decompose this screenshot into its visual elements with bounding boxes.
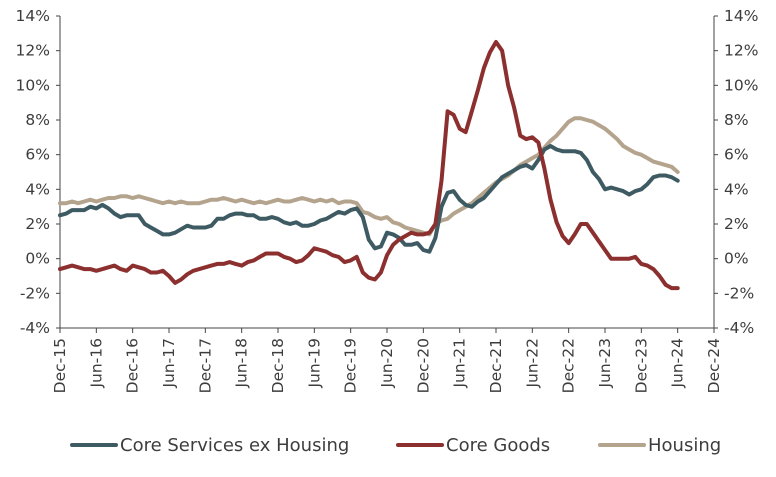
left-y-tick-label: 14% xyxy=(16,7,50,25)
x-tick-label: Dec-23 xyxy=(632,338,650,393)
x-tick-label: Dec-17 xyxy=(196,338,214,393)
left-y-tick-label: 10% xyxy=(16,76,50,94)
right-y-tick-label: -4% xyxy=(724,319,754,337)
right-y-tick-label: 6% xyxy=(724,146,749,164)
series-line-core-goods xyxy=(58,40,680,291)
x-tick-label: Jun-23 xyxy=(596,338,614,389)
series-line-core-services-ex-housing xyxy=(58,144,680,254)
legend-label: Core Services ex Housing xyxy=(120,435,349,456)
legend-label: Core Goods xyxy=(446,435,550,456)
right-y-tick-label: 8% xyxy=(724,111,749,129)
x-tick-labels: Dec-15 Jun-16 Dec-16 Jun-17 Dec-17 Jun-18 Dec-… xyxy=(51,338,723,393)
x-tick-label: Jun-20 xyxy=(378,338,396,389)
x-tick-label: Dec-20 xyxy=(414,338,432,393)
left-y-tick-label: 4% xyxy=(25,180,50,198)
x-tick-label: Jun-21 xyxy=(451,338,469,389)
legend: Core Services ex Housing Core Goods Housin… xyxy=(70,435,721,456)
right-y-tick-label: 2% xyxy=(724,215,749,233)
right-y-tick-label: -2% xyxy=(724,284,754,302)
left-y-tick-label: 6% xyxy=(25,146,50,164)
right-y-tick-label: 4% xyxy=(724,180,749,198)
left-y-tick-label: 12% xyxy=(16,42,50,60)
left-y-tick-label: 8% xyxy=(25,111,50,129)
legend-label: Housing xyxy=(648,435,721,456)
x-tick-label: Dec-18 xyxy=(269,338,287,393)
x-tick-label: Dec-24 xyxy=(705,338,723,393)
right-y-tick-label: 14% xyxy=(724,7,758,25)
left-y-tick-label: -2% xyxy=(20,284,50,302)
x-tick-label: Jun-22 xyxy=(523,338,541,389)
x-tick-label: Jun-18 xyxy=(233,338,251,389)
x-tick-label: Jun-24 xyxy=(669,338,687,389)
left-y-tick-label: -4% xyxy=(20,319,50,337)
series-lines xyxy=(58,40,680,291)
x-tick-label: Dec-22 xyxy=(560,338,578,393)
x-tick-label: Dec-19 xyxy=(342,338,360,393)
series-line-housing xyxy=(58,116,680,237)
right-y-tick-label: 0% xyxy=(724,250,749,268)
axes xyxy=(56,15,718,333)
x-tick-label: Dec-21 xyxy=(487,338,505,393)
x-tick-label: Jun-17 xyxy=(160,338,178,389)
left-y-tick-label: 0% xyxy=(25,250,50,268)
x-tick-label: Dec-15 xyxy=(51,338,69,393)
x-tick-label: Jun-19 xyxy=(305,338,323,389)
right-y-tick-label: 10% xyxy=(724,76,758,94)
right-y-tick-label: 12% xyxy=(724,42,758,60)
left-y-tick-labels: -4% -2% 0% 2% 4% 6% 8% 10% 12% 14% xyxy=(16,7,50,337)
left-y-tick-label: 2% xyxy=(25,215,50,233)
right-y-tick-labels: -4% -2% 0% 2% 4% 6% 8% 10% 12% 14% xyxy=(724,7,758,337)
x-tick-label: Dec-16 xyxy=(124,338,142,393)
x-tick-label: Jun-16 xyxy=(87,338,105,389)
